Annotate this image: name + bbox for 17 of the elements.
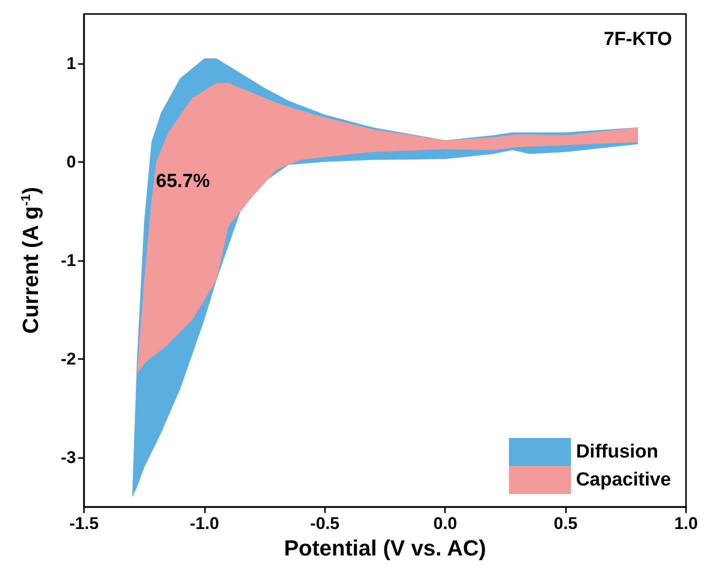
y-tick-label: -1	[60, 251, 76, 270]
x-tick-label: 0.5	[554, 514, 578, 533]
annotation: 65.7%	[156, 171, 210, 192]
y-tick-label: -3	[60, 448, 76, 468]
y-tick-label: 0	[66, 152, 76, 172]
x-tick-label: 1.0	[674, 514, 698, 533]
legend-label: Diffusion	[576, 442, 658, 462]
y-tick-label: 1	[66, 54, 76, 73]
annotation: 7F-KTO	[604, 29, 672, 50]
y-axis-title: Current (A g-1)	[18, 186, 43, 334]
legend-label: Capacitive	[576, 470, 671, 490]
x-tick-label: -0.5	[310, 514, 340, 533]
x-tick-label: 0.0	[433, 514, 458, 533]
x-tick-label: -1.0	[190, 514, 220, 533]
x-tick-label: -1.5	[69, 514, 99, 533]
x-axis-title: Potential (V vs. AC)	[284, 535, 486, 560]
y-tick-label: -2	[60, 350, 76, 369]
